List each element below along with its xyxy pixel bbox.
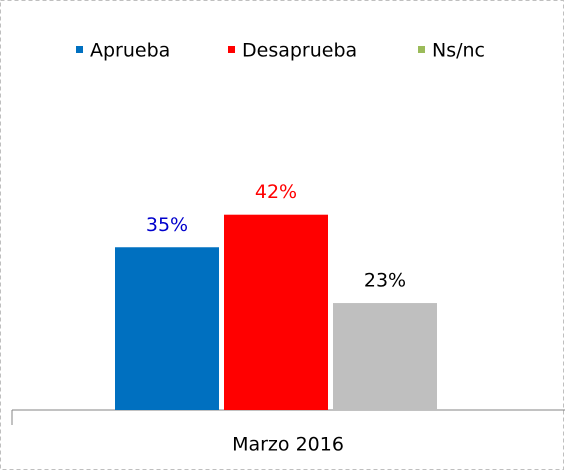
bar [115, 247, 219, 410]
legend-marker [228, 46, 235, 53]
data-label: 35% [146, 214, 188, 236]
data-label: 42% [255, 181, 297, 203]
data-label: 23% [364, 270, 406, 292]
legend-marker [76, 46, 83, 53]
legend-label: Ns/nc [432, 40, 485, 62]
x-tick-label: Marzo 2016 [232, 434, 344, 456]
bar [224, 214, 328, 410]
legend-label: Desaprueba [242, 40, 357, 62]
legend-marker [418, 46, 425, 53]
legend-label: Aprueba [90, 40, 170, 62]
bar [333, 303, 437, 410]
